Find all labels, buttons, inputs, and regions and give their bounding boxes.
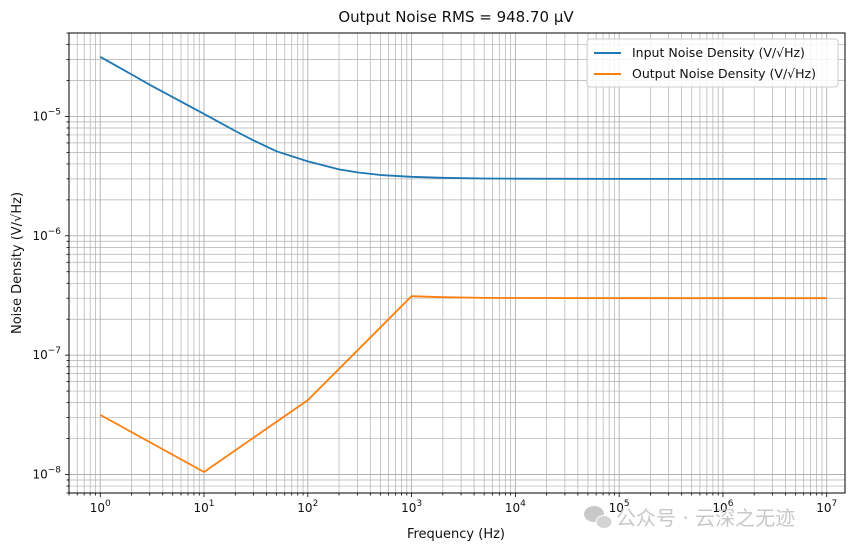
y-tick-label: 10−8	[32, 466, 61, 482]
x-tick-label: 105	[609, 499, 630, 515]
y-axis-label: Noise Density (V/√Hz)	[10, 192, 25, 334]
y-tick-label: 10−6	[32, 227, 61, 243]
series-line-input-noise	[99, 56, 827, 180]
plot-frame	[68, 32, 846, 494]
series-lines	[99, 56, 827, 473]
chart-title: Output Noise RMS = 948.70 µV	[338, 8, 574, 26]
wechat-icon	[584, 506, 613, 529]
watermark-text: 公众号 · 云深之无迹	[616, 506, 795, 530]
legend: Input Noise Density (V/√Hz) Output Noise…	[586, 38, 839, 88]
legend-box	[586, 38, 839, 88]
watermark: 公众号 · 云深之无迹	[584, 506, 795, 530]
x-tick-label: 102	[297, 499, 318, 515]
y-tick-label: 10−7	[32, 346, 61, 362]
series-line-output-noise	[99, 295, 827, 473]
x-tick-label: 106	[712, 499, 733, 515]
x-tick-label: 107	[816, 499, 837, 515]
x-tick-label: 101	[194, 499, 215, 515]
legend-label-output: Output Noise Density (V/√Hz)	[632, 66, 816, 81]
legend-label-input: Input Noise Density (V/√Hz)	[632, 45, 805, 60]
y-tick-labels: 10−8 10−7 10−6 10−5	[32, 107, 61, 481]
x-tick-label: 103	[401, 499, 422, 515]
x-tick-labels: 100 101 102 103 104 105 106 107	[90, 499, 837, 515]
x-tick-label: 104	[505, 499, 526, 515]
x-tick-label: 100	[90, 499, 111, 515]
x-axis-label: Frequency (Hz)	[407, 527, 505, 542]
y-tick-label: 10−5	[32, 107, 61, 123]
axis-ticks	[65, 32, 828, 497]
grid	[68, 32, 845, 494]
